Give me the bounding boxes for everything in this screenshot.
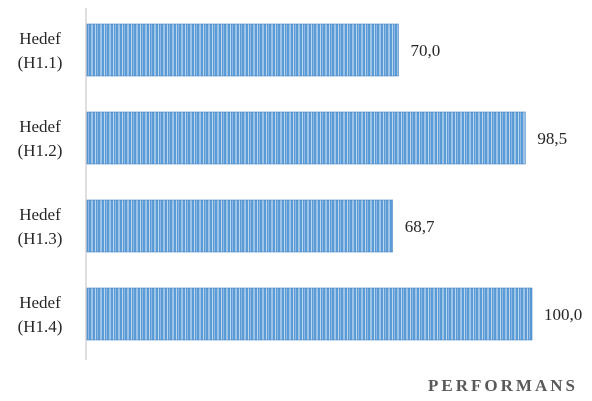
category-label-1: Hedef (H1.2) bbox=[18, 117, 63, 160]
category-label-line: (H1.2) bbox=[18, 141, 63, 160]
category-label-line: Hedef bbox=[19, 29, 61, 48]
category-label-line: Hedef bbox=[19, 205, 61, 224]
bar-0 bbox=[86, 23, 399, 77]
bar-2 bbox=[86, 199, 394, 253]
bar-value-label-2: 68,7 bbox=[405, 217, 435, 236]
category-label-line: (H1.4) bbox=[18, 317, 63, 336]
bar-value-label-3: 100,0 bbox=[544, 305, 582, 324]
category-label-line: Hedef bbox=[19, 293, 61, 312]
bar-3 bbox=[86, 287, 533, 341]
category-label-2: Hedef (H1.3) bbox=[18, 205, 63, 248]
bar-value-label-0: 70,0 bbox=[411, 41, 441, 60]
category-label-0: Hedef (H1.1) bbox=[18, 29, 63, 72]
category-label-line: (H1.3) bbox=[18, 229, 63, 248]
x-axis-title: PERFORMANS bbox=[428, 376, 578, 395]
category-label-line: Hedef bbox=[19, 117, 61, 136]
category-label-3: Hedef (H1.4) bbox=[18, 293, 63, 336]
bar-value-label-1: 98,5 bbox=[537, 129, 567, 148]
bar-1 bbox=[86, 111, 526, 165]
category-label-line: (H1.1) bbox=[18, 53, 63, 72]
